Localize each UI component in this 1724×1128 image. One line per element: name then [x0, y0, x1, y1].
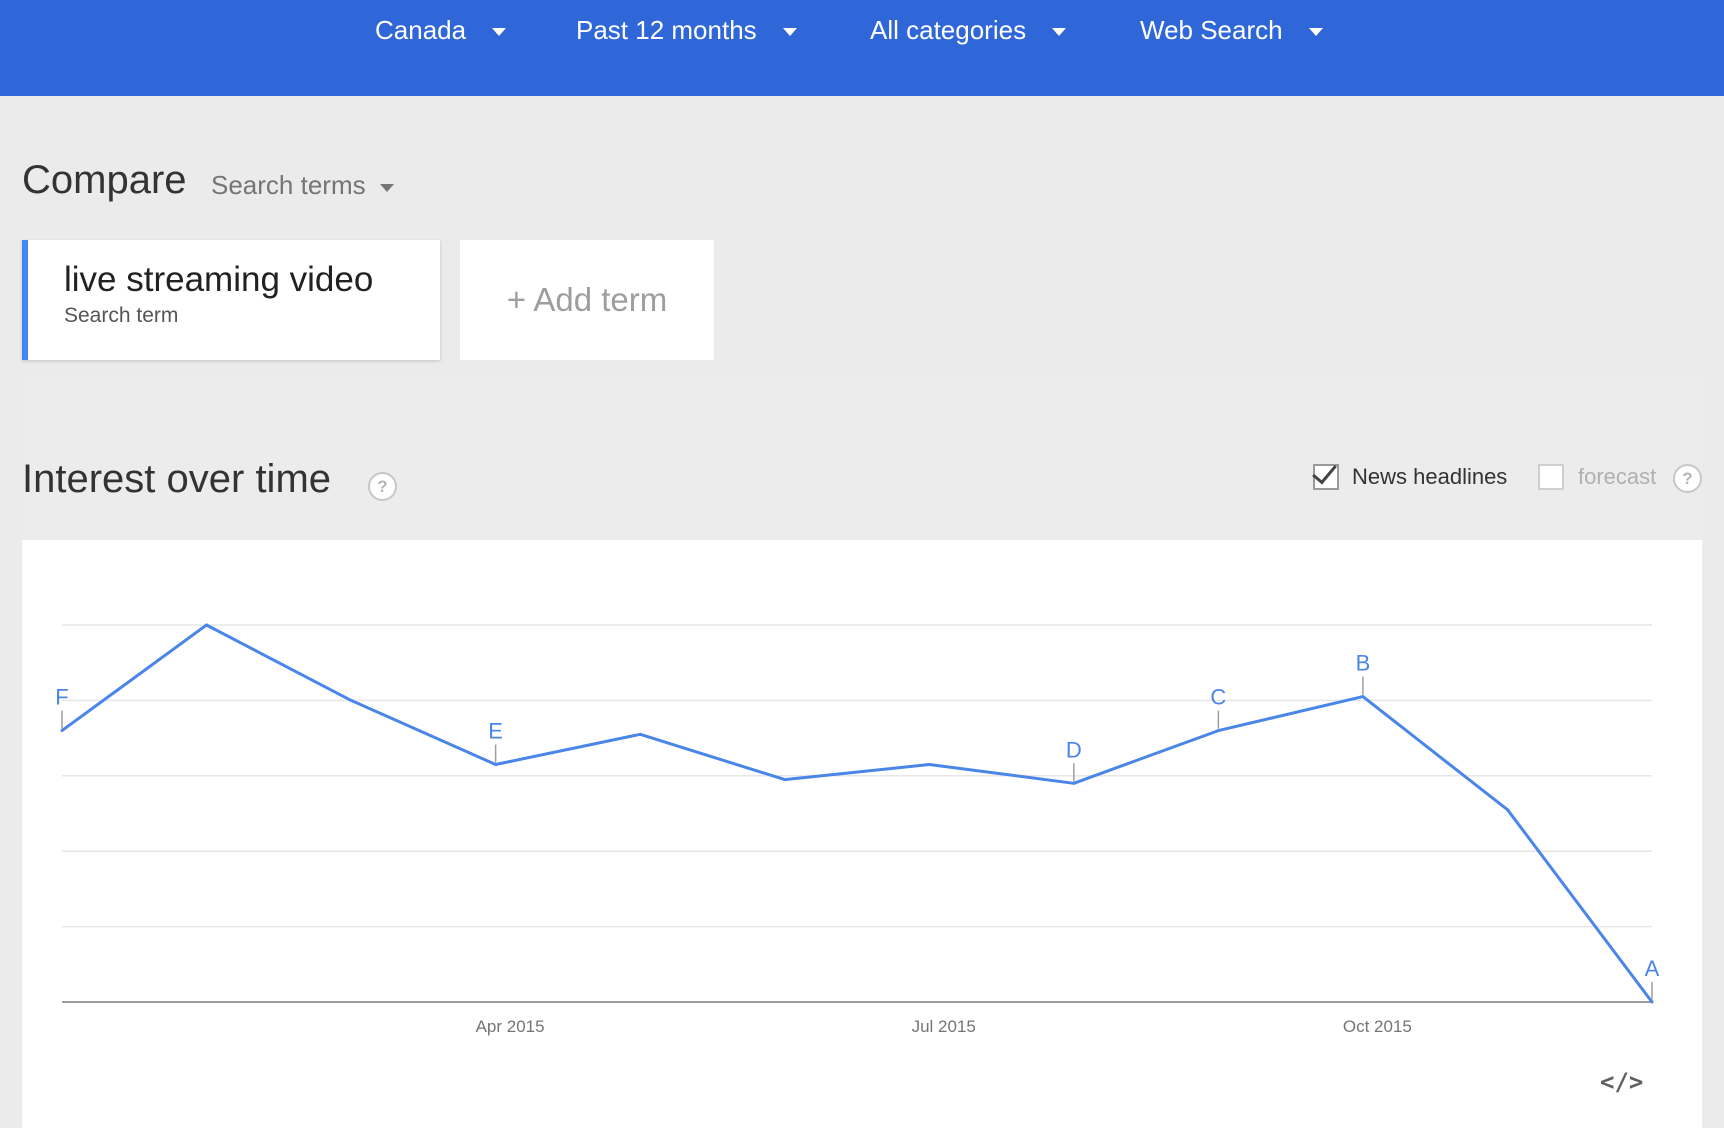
- category-filter-label: All categories: [870, 14, 1027, 45]
- add-term-button[interactable]: + Add term: [460, 240, 714, 360]
- question-mark-icon[interactable]: ?: [368, 472, 397, 501]
- top-filter-bar: Canada Past 12 months All categories Web…: [0, 0, 1724, 96]
- interest-line-chart: Apr 2015 Jul 2015 Oct 2015 F E D C B A: [55, 623, 1660, 1036]
- search-term-card[interactable]: live streaming video Search term: [22, 240, 440, 360]
- data-point: [783, 778, 787, 782]
- data-point: [1505, 808, 1509, 812]
- annotation-label: D: [1066, 737, 1082, 762]
- data-point: [927, 762, 931, 766]
- forecast-label[interactable]: forecast: [1578, 464, 1657, 489]
- region-filter-label: Canada: [375, 14, 467, 45]
- compare-type-dropdown[interactable]: Search terms: [211, 170, 394, 201]
- question-mark-icon[interactable]: ?: [1673, 464, 1702, 493]
- interest-series-line: [61, 623, 1654, 1003]
- data-point: [1650, 1000, 1654, 1004]
- interest-chart-panel: Apr 2015 Jul 2015 Oct 2015 F E D C B A: [22, 540, 1702, 1128]
- data-point: [638, 732, 642, 736]
- annotation-label: A: [1645, 956, 1660, 981]
- news-headlines-label[interactable]: News headlines: [1352, 464, 1508, 489]
- data-point: [1072, 781, 1076, 785]
- data-point: [349, 698, 353, 702]
- chevron-down-icon: [1052, 27, 1067, 36]
- time-range-filter-dropdown[interactable]: Past 12 months: [576, 10, 797, 50]
- search-term-subtitle: Search term: [64, 304, 179, 327]
- category-filter-dropdown[interactable]: All categories: [870, 10, 1067, 50]
- forecast-checkbox[interactable]: [1538, 464, 1564, 490]
- region-filter-dropdown[interactable]: Canada: [375, 10, 507, 50]
- interest-over-time-title: Interest over time: [22, 457, 332, 501]
- chevron-down-icon: [1308, 27, 1323, 36]
- data-point: [1216, 729, 1220, 733]
- chevron-down-icon: [379, 183, 394, 192]
- data-point: [1361, 695, 1365, 699]
- data-point: [60, 729, 64, 733]
- code-embed-icon[interactable]: </>: [1600, 1068, 1644, 1096]
- annotation-label: E: [488, 718, 503, 743]
- compare-type-label: Search terms: [211, 170, 366, 200]
- search-term-name: live streaming video: [64, 260, 374, 299]
- x-tick-label: Apr 2015: [476, 1017, 545, 1036]
- time-range-filter-label: Past 12 months: [576, 14, 757, 45]
- search-type-filter-dropdown[interactable]: Web Search: [1140, 10, 1323, 50]
- x-tick-label: Jul 2015: [912, 1017, 976, 1036]
- annotation-label: F: [55, 685, 68, 710]
- chevron-down-icon: [782, 27, 797, 36]
- x-tick-label: Oct 2015: [1343, 1017, 1412, 1036]
- search-type-filter-label: Web Search: [1140, 14, 1283, 45]
- data-point: [205, 623, 209, 627]
- news-headlines-checkbox[interactable]: [1312, 458, 1339, 490]
- data-point: [494, 762, 498, 766]
- chevron-down-icon: [492, 27, 507, 36]
- compare-title: Compare: [22, 158, 187, 202]
- annotation-label: B: [1356, 651, 1371, 676]
- annotation-label: C: [1210, 685, 1226, 710]
- interest-section-header: [22, 380, 1702, 540]
